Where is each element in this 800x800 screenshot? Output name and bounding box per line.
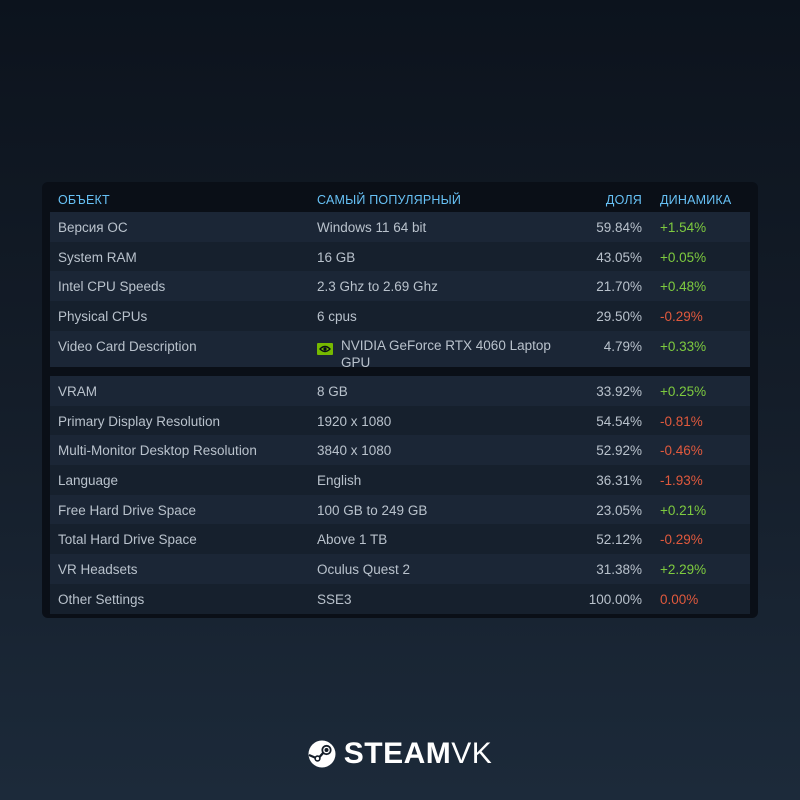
- row-popular: Above 1 TB: [317, 532, 388, 548]
- table-row: Video Card Description NVIDIA GeForce RT…: [50, 330, 750, 370]
- row-popular: 1920 x 1080: [317, 413, 392, 429]
- row-share: 23.05%: [596, 502, 642, 518]
- row-popular: 8 GB: [317, 384, 348, 399]
- row-object: Video Card Description: [58, 338, 197, 354]
- row-change: -0.81%: [660, 413, 703, 429]
- stats-panel: ОБЪЕКТ САМЫЙ ПОПУЛЯРНЫЙ ДОЛЯ ДИНАМИКА Ве…: [42, 182, 758, 618]
- table-group-1: Версия ОС Windows 11 64 bit 59.84% +1.54…: [50, 212, 750, 370]
- table-row: Multi-Monitor Desktop Resolution 3840 x …: [50, 435, 750, 466]
- row-share: 59.84%: [596, 220, 642, 235]
- row-change: 0.00%: [660, 591, 699, 607]
- row-popular: Oculus Quest 2: [317, 562, 411, 578]
- row-share: 100.00%: [588, 591, 642, 607]
- table-row: Free Hard Drive Space 100 GB to 249 GB 2…: [50, 494, 750, 525]
- row-popular: SSE3: [317, 591, 352, 607]
- row-share: 4.79%: [603, 338, 642, 354]
- row-popular: 16 GB: [317, 249, 356, 265]
- row-object: Intel CPU Speeds: [58, 279, 166, 295]
- table-row: Physical CPUs 6 cpus 29.50% -0.29%: [50, 301, 750, 331]
- row-popular: 3840 x 1080: [317, 443, 392, 459]
- row-share: 43.05%: [596, 249, 642, 265]
- table-group-2: VRAM 8 GB 33.92% +0.25% Primary Display …: [50, 376, 750, 614]
- row-popular: 100 GB to 249 GB: [317, 502, 428, 518]
- row-object: Total Hard Drive Space: [58, 532, 197, 548]
- row-object: VR Headsets: [58, 562, 138, 578]
- brand-part2: VK: [451, 737, 493, 770]
- row-change: +0.33%: [660, 338, 707, 354]
- row-object: Версия ОС: [58, 220, 128, 235]
- table-row: VRAM 8 GB 33.92% +0.25%: [50, 376, 750, 406]
- row-object: VRAM: [58, 384, 98, 399]
- row-change: +0.48%: [660, 279, 707, 295]
- row-change: -0.29%: [660, 532, 703, 548]
- row-change: -0.29%: [660, 309, 703, 325]
- header-change: ДИНАМИКА: [660, 193, 732, 207]
- brand-wordmark: STEAMVK: [344, 737, 493, 771]
- table-row: System RAM 16 GB 43.05% +0.05%: [50, 241, 750, 272]
- steam-icon: [308, 740, 336, 768]
- row-change: -0.46%: [660, 443, 703, 459]
- brand-footer: STEAMVK: [0, 732, 800, 776]
- row-popular: Windows 11 64 bit: [317, 220, 427, 235]
- row-share: 52.92%: [596, 443, 642, 459]
- row-change: +0.05%: [660, 249, 707, 265]
- row-change: +0.25%: [660, 384, 707, 399]
- row-change: +0.21%: [660, 502, 707, 518]
- row-share: 21.70%: [596, 279, 642, 295]
- table-row: Версия ОС Windows 11 64 bit 59.84% +1.54…: [50, 212, 750, 242]
- row-object: Physical CPUs: [58, 309, 148, 325]
- row-popular: 2.3 Ghz to 2.69 Ghz: [317, 279, 438, 295]
- brand-part1: STEAM: [343, 737, 452, 770]
- table-row: Other Settings SSE3 100.00% 0.00%: [50, 583, 750, 614]
- nvidia-icon: [317, 342, 333, 355]
- row-change: -1.93%: [660, 473, 703, 489]
- row-share: 31.38%: [596, 562, 642, 578]
- row-share: 29.50%: [596, 309, 642, 325]
- table-row: Total Hard Drive Space Above 1 TB 52.12%…: [50, 524, 750, 555]
- header-object: ОБЪЕКТ: [58, 193, 110, 207]
- row-object: System RAM: [58, 249, 137, 265]
- row-share: 54.54%: [596, 413, 642, 429]
- row-share: 36.31%: [596, 473, 642, 489]
- table-header: ОБЪЕКТ САМЫЙ ПОПУЛЯРНЫЙ ДОЛЯ ДИНАМИКА: [50, 188, 750, 212]
- row-object: Primary Display Resolution: [58, 413, 221, 429]
- header-popular: САМЫЙ ПОПУЛЯРНЫЙ: [317, 193, 462, 207]
- row-popular: English: [317, 473, 362, 489]
- table-row: Intel CPU Speeds 2.3 Ghz to 2.69 Ghz 21.…: [50, 271, 750, 302]
- row-object: Language: [58, 473, 119, 489]
- table-row: Language English 36.31% -1.93%: [50, 465, 750, 495]
- row-change: +2.29%: [660, 562, 707, 578]
- table-row: Primary Display Resolution 1920 x 1080 5…: [50, 405, 750, 436]
- row-popular: 6 cpus: [317, 309, 357, 325]
- row-share: 52.12%: [596, 532, 642, 548]
- row-object: Other Settings: [58, 591, 145, 607]
- table-row: VR Headsets Oculus Quest 2 31.38% +2.29%: [50, 554, 750, 584]
- row-change: +1.54%: [660, 220, 707, 235]
- header-share: ДОЛЯ: [605, 193, 642, 207]
- row-share: 33.92%: [596, 384, 642, 399]
- row-object: Free Hard Drive Space: [58, 502, 197, 518]
- gpu-name: NVIDIA GeForce RTX 4060 Laptop GPU: [341, 337, 551, 370]
- row-popular: NVIDIA GeForce RTX 4060 Laptop GPU: [317, 337, 571, 371]
- row-object: Multi-Monitor Desktop Resolution: [58, 443, 257, 459]
